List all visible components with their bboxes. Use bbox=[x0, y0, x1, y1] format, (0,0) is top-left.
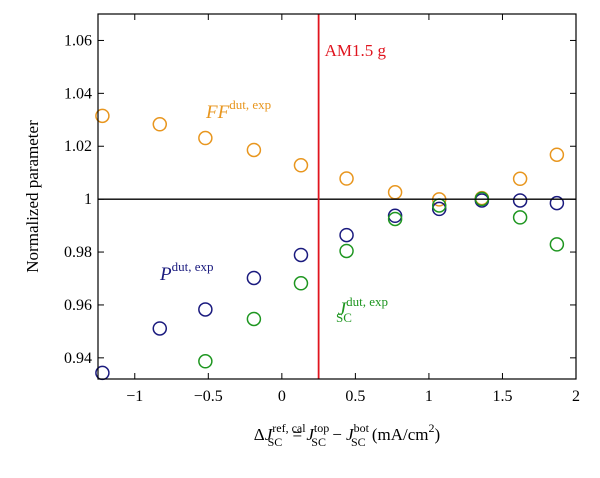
data-point bbox=[387, 208, 403, 224]
y-tick-label: 1.04 bbox=[64, 85, 92, 102]
series-0-points bbox=[95, 108, 565, 207]
data-point bbox=[293, 158, 309, 173]
x-tick-label: 1.5 bbox=[492, 388, 512, 405]
data-point bbox=[339, 243, 354, 259]
data-point bbox=[293, 247, 309, 263]
y-tick-label: 1.06 bbox=[64, 32, 92, 49]
x-tick-label: −1 bbox=[126, 388, 143, 405]
x-axis-label: ΔJref, cal SC = Jtop SC − Jbot SC (mA/cm2) bbox=[254, 421, 440, 449]
data-point bbox=[512, 210, 528, 225]
data-point bbox=[152, 117, 168, 132]
series-label-1: Pdut, exp bbox=[159, 259, 214, 285]
data-point bbox=[387, 185, 403, 200]
x-tick-label: 2 bbox=[572, 388, 580, 405]
data-point bbox=[246, 311, 262, 327]
data-point bbox=[549, 147, 565, 162]
data-point bbox=[339, 171, 354, 186]
x-tick-label: 1 bbox=[425, 388, 433, 405]
data-point bbox=[512, 193, 528, 208]
x-tick-label: −0.5 bbox=[194, 388, 223, 405]
data-point bbox=[293, 276, 309, 291]
y-tick-label: 1 bbox=[84, 191, 92, 208]
data-point bbox=[549, 237, 565, 252]
plot-frame bbox=[97, 13, 577, 380]
y-tick-label: 0.96 bbox=[64, 297, 92, 314]
series-2-points bbox=[198, 191, 565, 369]
data-point bbox=[198, 302, 213, 317]
series-label-0: FFdut, exp bbox=[205, 97, 271, 123]
x-tick-label: 0 bbox=[278, 388, 286, 405]
data-point bbox=[339, 227, 354, 243]
series-label-2: Jdut, exp SC bbox=[336, 294, 388, 325]
data-point bbox=[198, 130, 213, 146]
data-point bbox=[387, 211, 403, 227]
data-point bbox=[549, 195, 565, 211]
data-point bbox=[431, 201, 447, 217]
y-axis-label: Normalized parameter bbox=[23, 120, 42, 273]
series-1-points bbox=[95, 193, 565, 381]
y-tick-label: 1.02 bbox=[64, 138, 92, 155]
y-tick-label: 0.94 bbox=[64, 350, 92, 367]
data-point bbox=[198, 354, 213, 369]
data-point bbox=[512, 171, 528, 187]
reference-line-label: AM1.5 g bbox=[325, 41, 387, 60]
data-point bbox=[246, 142, 262, 158]
data-point bbox=[246, 270, 262, 286]
y-tick-label: 0.98 bbox=[64, 244, 92, 261]
data-point bbox=[152, 321, 168, 336]
x-tick-label: 0.5 bbox=[345, 388, 365, 405]
data-point bbox=[95, 108, 110, 124]
